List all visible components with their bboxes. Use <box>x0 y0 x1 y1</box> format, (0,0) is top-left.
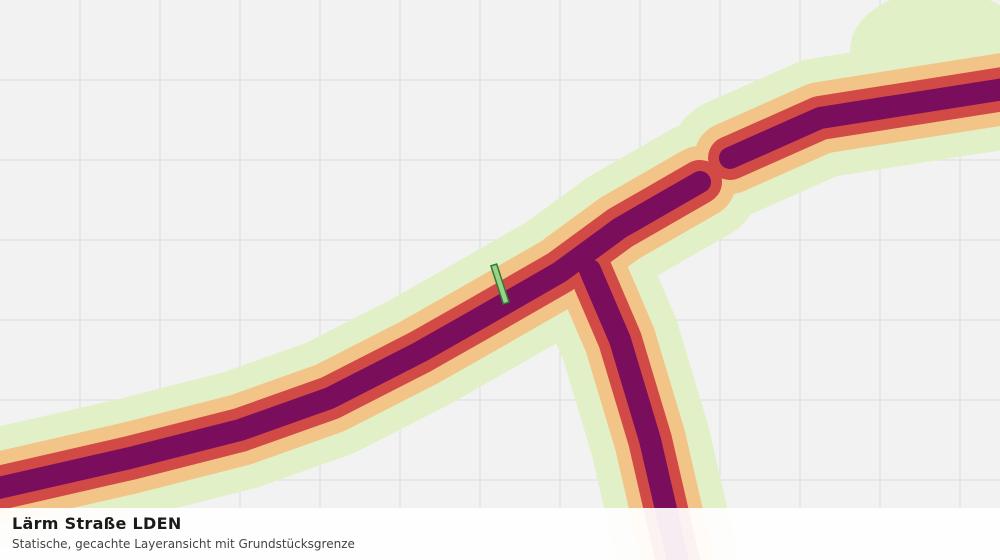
layer-title: Lärm Straße LDEN <box>12 514 182 533</box>
layer-subtitle: Statische, gecachte Layeransicht mit Gru… <box>12 537 355 551</box>
noise-zone <box>0 78 1000 560</box>
noise-bands <box>0 28 1000 560</box>
caption: Lärm Straße LDEN Statische, gecachte Lay… <box>0 508 1000 560</box>
parcel-boundary <box>490 263 510 305</box>
